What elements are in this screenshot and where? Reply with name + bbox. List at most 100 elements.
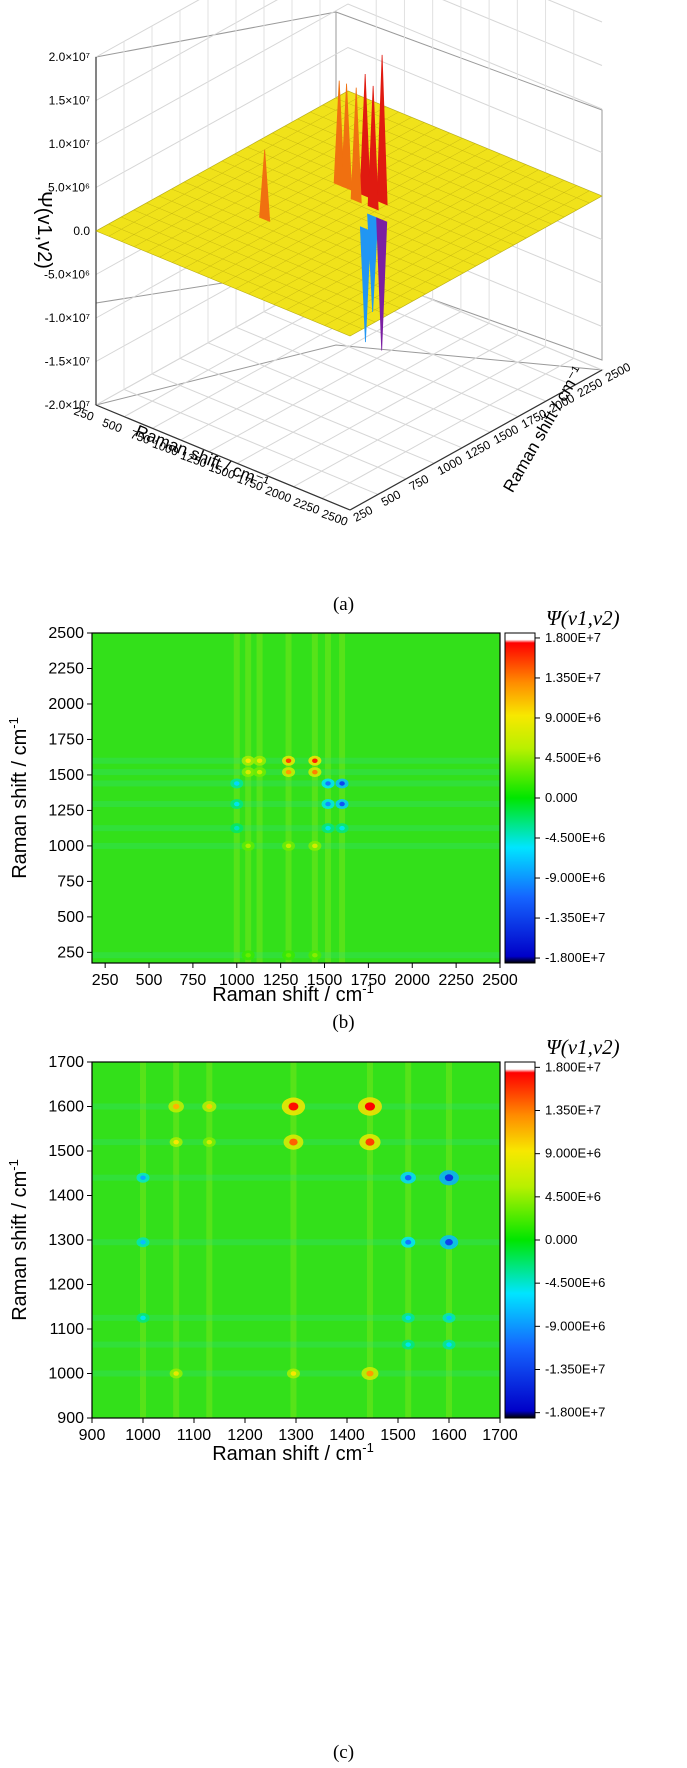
z-tick-label: 0.0 [73,224,90,238]
streak-row [92,1314,500,1321]
peak-point [172,1103,180,1110]
x-tick-label: 1000 [125,1427,161,1444]
peak-point [364,1102,376,1111]
y-tick-label: 2000 [48,696,84,713]
peak-point [312,952,318,958]
peak-point [365,1138,375,1146]
peak-point [446,1315,452,1321]
y-tick-label: 1000 [48,838,84,855]
surface-peak [259,149,271,223]
colorbar-tick-label: -1.800E+7 [545,1405,605,1420]
ticks-c: 900 1000 1100 1200 1300 1400 1500 1600 1700 1700 1… [48,1054,517,1444]
x-tick-label: 900 [79,1427,106,1444]
peak-point [339,825,345,831]
peak-point [140,1175,146,1180]
surface-mesh-line [234,153,489,260]
peak-point [325,825,331,831]
z-tick-label: -5.0×10⁶ [44,268,90,282]
streak-column [245,633,252,963]
surface-mesh-line [335,97,590,204]
y-tick-label: 750 [57,873,84,890]
peak-point [140,1239,146,1245]
peak-point [206,1139,213,1145]
peak-point [405,1315,411,1321]
surface-peak [367,85,379,211]
y-tick-label: 1700 [48,1054,84,1071]
peak-point [285,769,292,775]
peak-point [288,1102,299,1111]
streak-column [290,1062,297,1418]
streak-row [92,757,500,764]
colorbar-b [504,632,536,964]
colorbar-tick-label: 9.000E+6 [545,1146,601,1161]
peak-point [234,801,240,807]
colorbar-tick-label: 4.500E+6 [545,1189,601,1204]
surface-mesh-line [260,159,514,300]
x-tick-label: 1500 [380,1427,416,1444]
y-tick-label: 500 [57,909,84,926]
colorbar-tick-label: 4.500E+6 [545,750,601,765]
streak-row [92,780,500,787]
plot-area-c [92,1062,500,1418]
y-tick-label: 250 [57,944,84,961]
x-tick-label: 500 [100,415,124,435]
surface-mesh-line [311,180,565,321]
ticks-b: 250 500 750 1000 1250 1500 1750 2000 2250 2500 250… [48,625,517,989]
colorbar-tick-label: -4.500E+6 [545,1275,605,1290]
peak-point [312,769,318,775]
peak-point [339,781,345,786]
x-tick-label: 250 [72,404,96,424]
floor-grid-line [123,388,379,495]
streak-row [92,1341,500,1348]
y-tick-label: 1250 [48,802,84,819]
colorbar-tick-label: -9.000E+6 [545,870,605,885]
colorbar-tick-label: 1.350E+7 [545,1103,601,1118]
streak-column [325,633,332,963]
peak-point [256,758,263,763]
x-tick-label: 1600 [431,1427,467,1444]
x-tick-label: 1100 [177,1427,212,1444]
colorbar-tick-label: -4.500E+6 [545,830,605,845]
caption-b: (b) [332,1012,355,1033]
x-axis-line [95,404,351,511]
x-tick-label: 750 [129,427,153,447]
z-tick-label: 2.0×10⁷ [49,50,90,64]
peak-point [245,758,251,763]
peak-point [445,1239,453,1246]
plot-frame-b [91,632,501,964]
floor-grid-line [235,326,491,433]
surface-peak [350,87,362,204]
peak-point [245,952,251,958]
floor-grid-line [180,299,433,441]
heatmap-features-c [92,1062,500,1418]
peak-point [245,769,251,775]
caption-a: (a) [332,594,355,615]
streak-row [92,801,500,808]
colorbar-tick-label: 9.000E+6 [545,710,601,725]
x-tick-label: 750 [180,972,207,989]
colorbar-title-b: Ψ(v1,v2) [546,606,620,630]
streak-column [285,633,292,963]
surface-mesh-line [310,111,565,218]
y-tick-label: 2250 [48,660,84,677]
caption-c: (c) [332,1742,355,1763]
y-axis-label-b: Raman shift / cm-1 [6,717,31,879]
y-tick-label: 1500 [48,1143,84,1160]
streak-column [173,1062,180,1418]
floor-grid-line [207,342,463,449]
x-tick-label: 1500 [307,972,343,989]
surface-mesh-line [235,148,488,289]
floor-grid-line [179,357,435,464]
peak-point [140,1315,146,1321]
peak-point [404,1175,412,1181]
colorbar-tick-label: 0.000 [545,1232,578,1247]
floor-grid-line [321,357,575,499]
surface-peak [341,83,353,191]
x-tick-label: 1750 [351,972,387,989]
colorbar-ticks-b: 1.800E+7 1.350E+7 9.000E+6 4.500E+6 0.000 -4.… [535,630,605,965]
surface-mesh-line [286,169,539,310]
y-axis-line [349,369,603,511]
x-tick-label: 250 [92,972,119,989]
